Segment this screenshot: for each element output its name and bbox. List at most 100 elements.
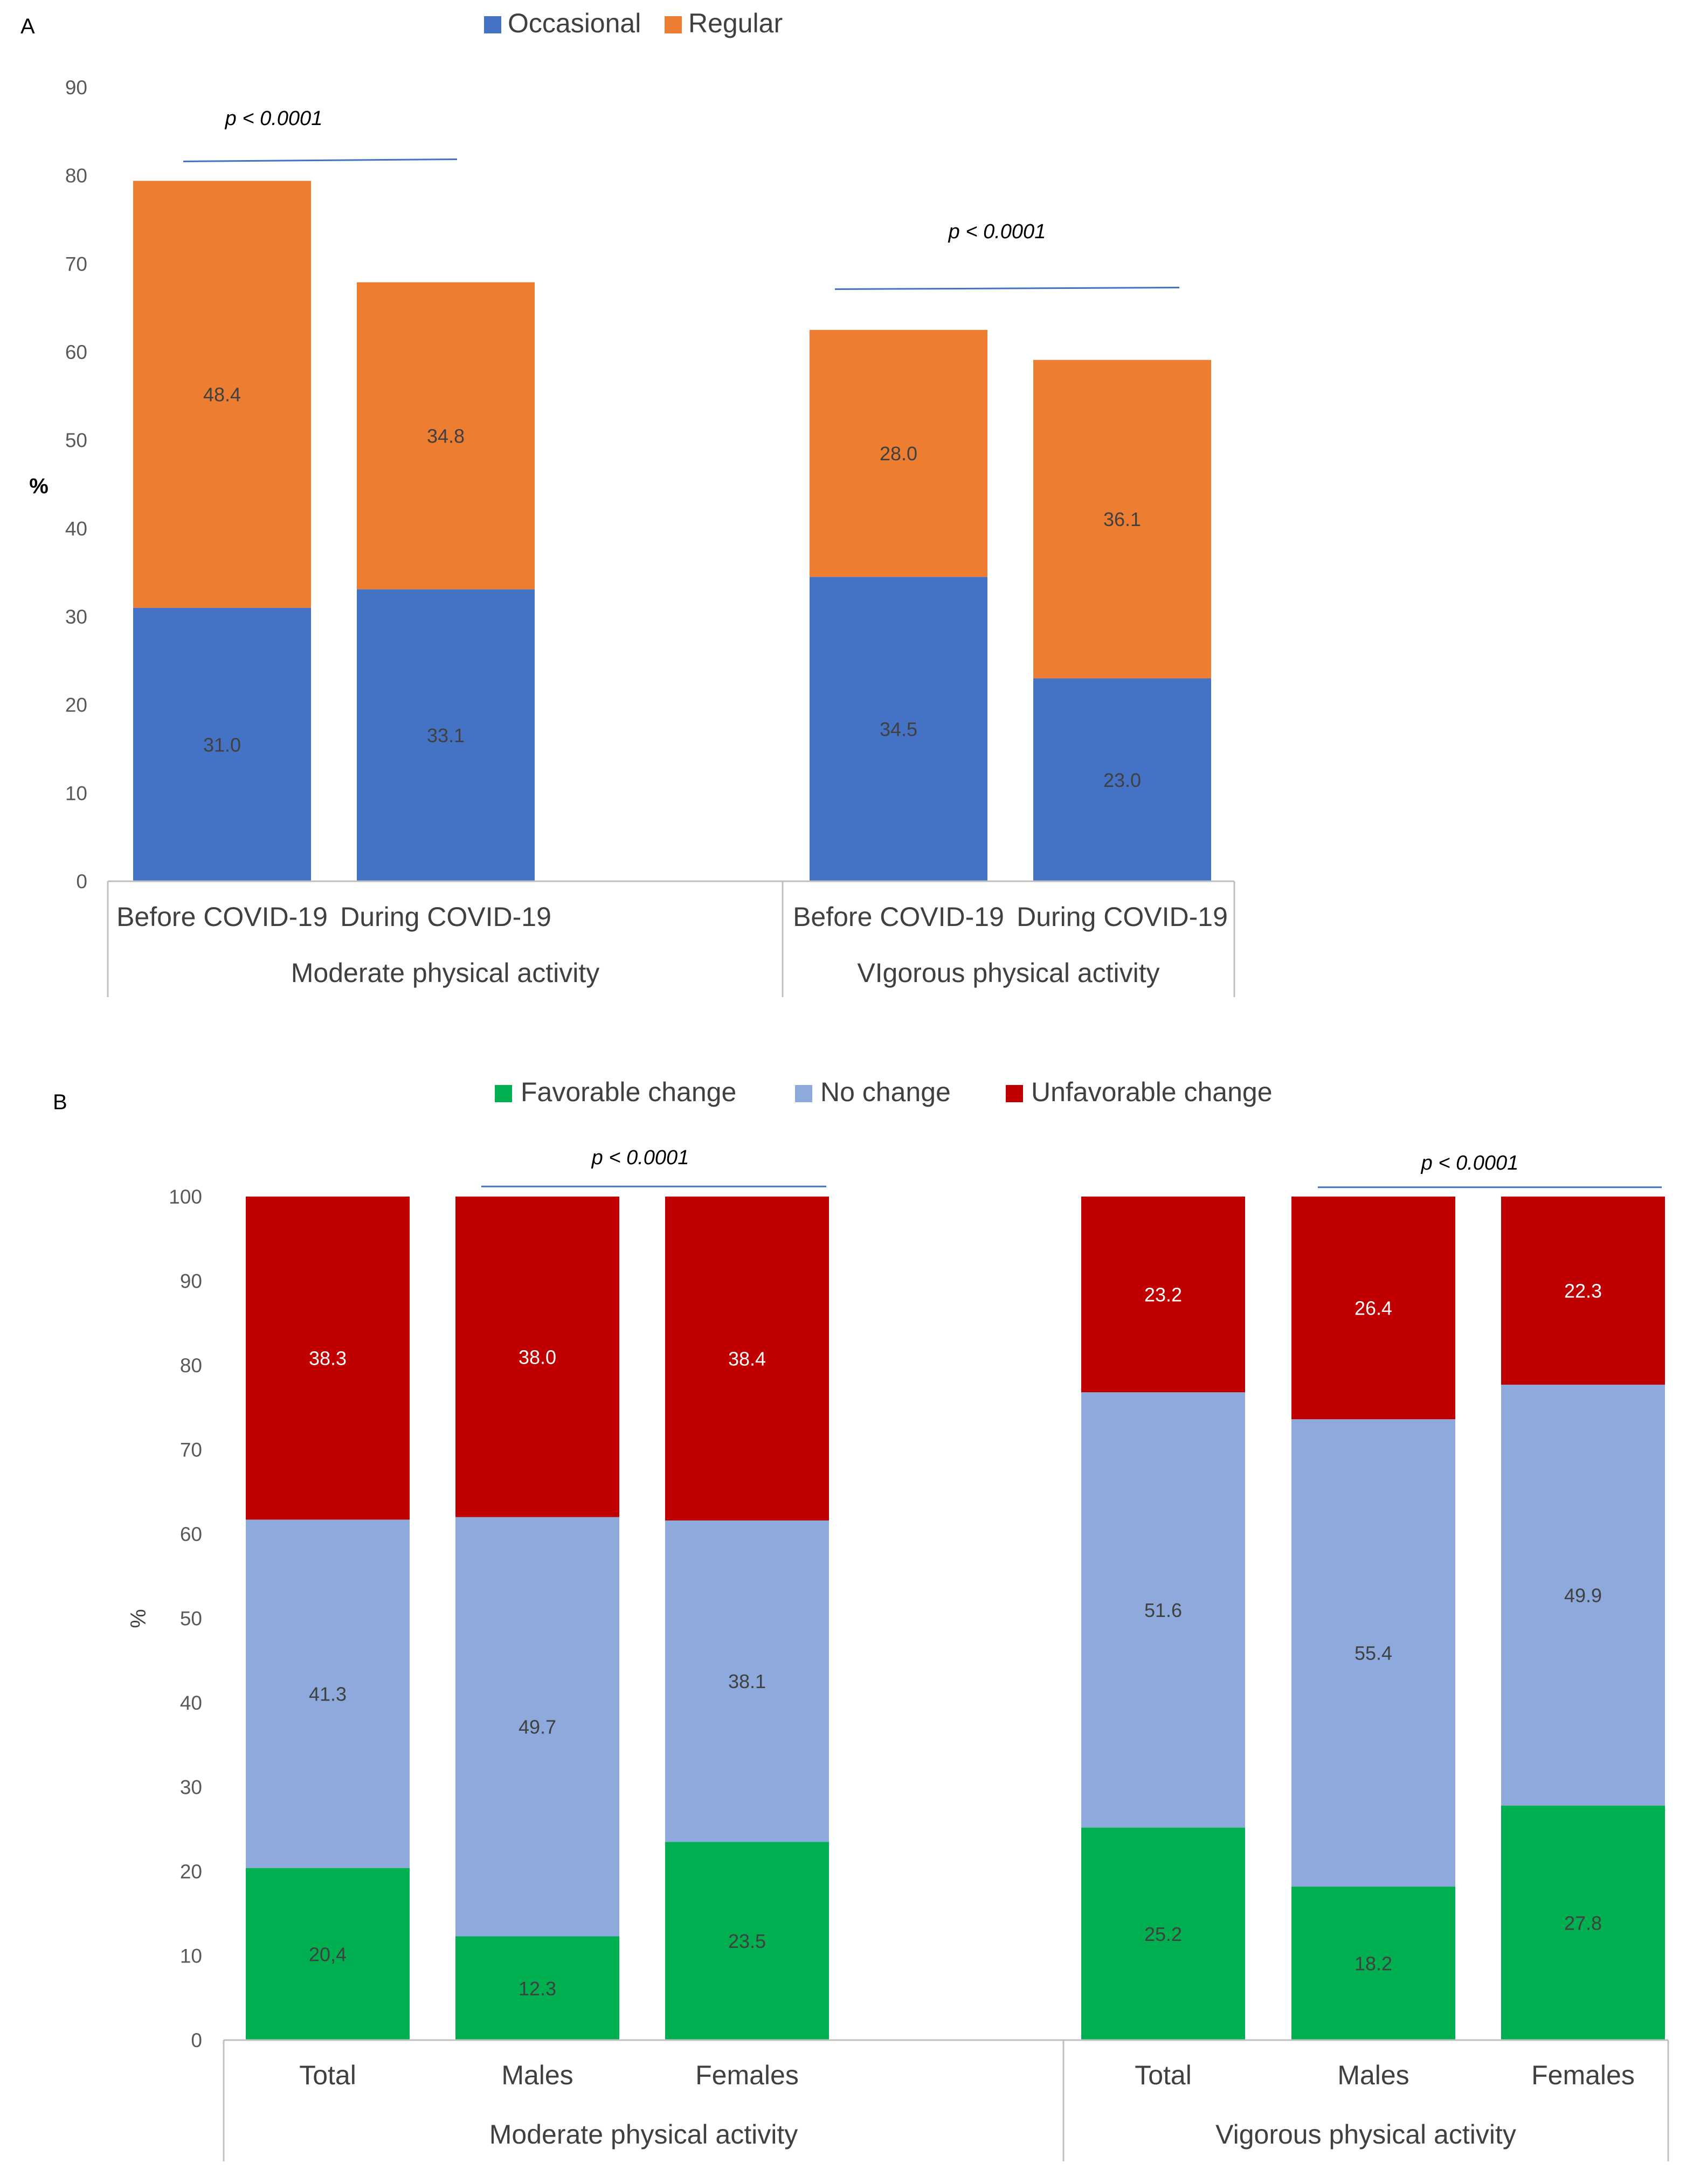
bar-occasional (357, 589, 535, 881)
group-label: Vigorous physical activity (1215, 2119, 1516, 2150)
data-label: 51.6 (1144, 1599, 1182, 1621)
p-value-label: p < 0.0001 (948, 220, 1046, 243)
x-tick-label: During COVID-19 (340, 902, 551, 932)
x-tick-label: Males (1337, 2060, 1409, 2090)
y-tick-label: 90 (180, 1270, 202, 1293)
legend-label: No change (820, 1077, 951, 1107)
y-tick-label: 40 (180, 1692, 202, 1714)
data-label: 23.2 (1144, 1284, 1182, 1306)
bar-regular (1033, 360, 1211, 679)
panel-b: B 0 10 20 30 40 50 60 70 80 90 100% 20,4 41.3 38.3 12.3… (53, 1077, 1669, 2161)
y-tick-label: 30 (180, 1777, 202, 1799)
bar-unfavorable-change (1501, 1197, 1665, 1385)
x-tick-label: Before COVID-19 (116, 902, 328, 932)
group-label: Moderate physical activity (489, 2119, 798, 2150)
bar-regular (357, 282, 535, 590)
bar-unfavorable-change (665, 1197, 829, 1520)
panel-letter: B (53, 1090, 67, 1114)
y-tick-label: 50 (65, 430, 87, 452)
legend-swatch (495, 1085, 512, 1102)
y-tick-label: 10 (65, 782, 87, 804)
data-label: 26.4 (1354, 1297, 1392, 1319)
y-tick-label: 10 (180, 1945, 202, 1967)
data-label: 49.7 (519, 1716, 556, 1738)
x-tick-label: Females (695, 2060, 799, 2090)
bar-no-change (1081, 1392, 1245, 1828)
bar-unfavorable-change (455, 1197, 619, 1517)
data-label: 55.4 (1354, 1642, 1392, 1664)
bar-no-change (1501, 1384, 1665, 1806)
legend-swatch (665, 16, 682, 33)
bar-favorable-change (1501, 1805, 1665, 2040)
bar-no-change (1291, 1419, 1455, 1887)
y-tick-label: 70 (65, 253, 87, 275)
legend-label: Favorable change (521, 1077, 736, 1107)
bar-unfavorable-change (246, 1197, 410, 1520)
data-label: 49.9 (1564, 1584, 1602, 1606)
data-label: 27.8 (1564, 1912, 1602, 1934)
p-value-label: p < 0.0001 (591, 1146, 689, 1169)
data-label: 25.2 (1144, 1923, 1182, 1945)
data-label: 38.4 (728, 1347, 766, 1370)
p-value-label: p < 0.0001 (225, 107, 323, 130)
data-label: 22.3 (1564, 1280, 1602, 1302)
data-label: 34.5 (880, 718, 917, 741)
legend-swatch (795, 1085, 812, 1102)
data-label: 38.3 (309, 1347, 347, 1370)
significance-line (183, 158, 458, 162)
panel-letter: A (20, 15, 35, 38)
y-tick-label: 50 (180, 1608, 202, 1630)
bar-occasional (1033, 678, 1211, 881)
y-tick-label: 60 (65, 341, 87, 363)
x-tick-label: Total (299, 2060, 356, 2090)
data-label: 38.1 (728, 1670, 766, 1692)
x-tick-label: Females (1531, 2060, 1635, 2090)
legend-label: Regular (688, 8, 783, 38)
legend-swatch (484, 16, 501, 33)
data-label: 18.2 (1354, 1953, 1392, 1975)
y-tick-label: 70 (180, 1439, 202, 1461)
y-axis-label: % (127, 1609, 150, 1628)
y-tick-label: 20 (65, 694, 87, 716)
y-tick-label: 20 (180, 1861, 202, 1883)
bar-favorable-change (1081, 1827, 1245, 2040)
y-tick-label: 60 (180, 1523, 202, 1545)
bar-no-change (665, 1520, 829, 1842)
legend-label: Unfavorable change (1031, 1077, 1273, 1107)
y-tick-label: 90 (65, 77, 87, 99)
y-tick-label: 80 (65, 165, 87, 187)
legend-label: Occasional (508, 8, 641, 38)
significance-line (834, 287, 1180, 291)
y-tick-label: 80 (180, 1354, 202, 1377)
data-label: 38.0 (519, 1346, 556, 1368)
data-label: 12.3 (519, 1978, 556, 2000)
x-tick-label: During COVID-19 (1017, 902, 1228, 932)
bar-occasional (810, 577, 987, 881)
data-label: 31.0 (203, 734, 241, 756)
y-tick-label: 30 (65, 606, 87, 628)
data-label: 34.8 (427, 425, 465, 447)
group-label: VIgorous physical activity (857, 958, 1159, 988)
y-tick-label: 100 (169, 1186, 202, 1208)
data-label: 23.5 (728, 1930, 766, 1952)
data-label: 36.1 (1103, 508, 1141, 530)
bar-favorable-change (665, 1842, 829, 2040)
data-label: 48.4 (203, 384, 241, 406)
bar-regular (810, 330, 987, 577)
data-label: 33.1 (427, 724, 465, 747)
data-label: 28.0 (880, 443, 917, 465)
bar-unfavorable-change (1291, 1197, 1455, 1420)
y-tick-label: 0 (76, 870, 87, 893)
y-tick-label: 40 (65, 517, 87, 540)
x-tick-label: Males (501, 2060, 573, 2090)
bar-regular (133, 181, 311, 608)
x-tick-label: Before COVID-19 (793, 902, 1004, 932)
y-tick-label: 0 (191, 2029, 202, 2051)
data-label: 20,4 (309, 1943, 347, 1965)
bar-unfavorable-change (1081, 1197, 1245, 1393)
panel-a: A 0 10 20 30 40 50 60 70 80 90% 31.0 48.4 33.1 34.8 34.… (20, 8, 1235, 997)
data-label: 41.3 (309, 1683, 347, 1705)
bar-favorable-change (246, 1868, 410, 2040)
legend-swatch (1006, 1085, 1023, 1102)
